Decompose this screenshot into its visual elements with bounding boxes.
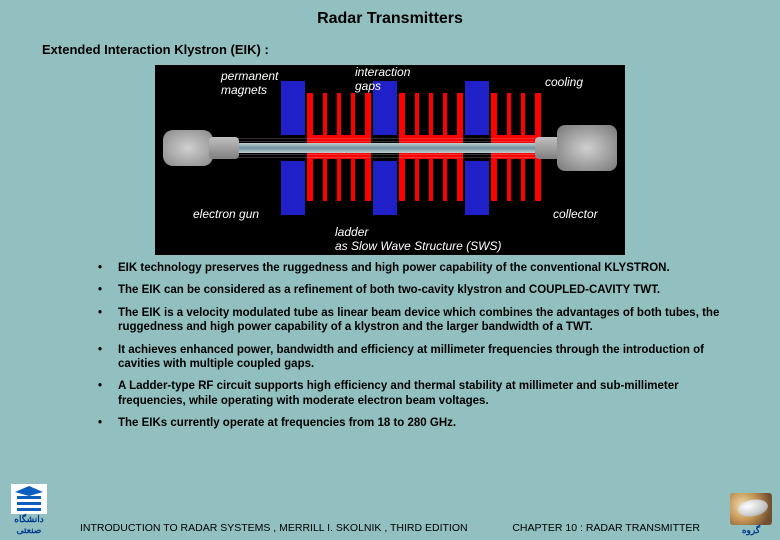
eik-figure: permanentmagnets interactiongaps cooling… bbox=[155, 65, 625, 255]
ladder-slot bbox=[497, 159, 507, 201]
fig-label-collector: collector bbox=[553, 207, 598, 221]
footer-right: CHAPTER 10 : RADAR TRANSMITTER bbox=[512, 522, 700, 534]
electron-gun bbox=[163, 130, 213, 166]
section-subtitle: Extended Interaction Klystron (EIK) : bbox=[42, 42, 780, 57]
magnet-block bbox=[281, 161, 305, 215]
ladder-slot bbox=[313, 93, 323, 135]
fig-label-gaps: interactiongaps bbox=[355, 65, 410, 93]
beam-striation bbox=[185, 138, 595, 139]
group-text: گروه bbox=[728, 525, 774, 536]
collector bbox=[557, 125, 617, 171]
ladder-slot bbox=[447, 93, 457, 135]
ladder-slot bbox=[327, 93, 337, 135]
ladder-slot bbox=[511, 159, 521, 201]
fig-label-ladder: ladderas Slow Wave Structure (SWS) bbox=[335, 225, 502, 253]
ladder-slot bbox=[433, 93, 443, 135]
bullet-item: The EIKs currently operate at frequencie… bbox=[98, 416, 740, 430]
electron-gun-neck bbox=[209, 137, 239, 159]
ladder-slot bbox=[341, 159, 351, 201]
ladder-slot bbox=[355, 159, 365, 201]
fig-label-cooling: cooling bbox=[545, 75, 583, 89]
radar-dish-image: گروه bbox=[728, 493, 774, 536]
bullet-list: EIK technology preserves the ruggedness … bbox=[98, 261, 740, 430]
bullet-item: The EIK can be considered as a refinemen… bbox=[98, 283, 740, 297]
beam-striation bbox=[185, 157, 595, 158]
university-logo-text: دانشگاه صنعتی bbox=[6, 514, 52, 536]
bullet-item: A Ladder-type RF circuit supports high e… bbox=[98, 379, 740, 408]
ladder-slot bbox=[419, 159, 429, 201]
electron-beam bbox=[185, 143, 595, 153]
ladder-slot bbox=[419, 93, 429, 135]
bullet-item: It achieves enhanced power, bandwidth an… bbox=[98, 343, 740, 372]
beam-striation bbox=[185, 154, 595, 155]
magnet-block bbox=[465, 161, 489, 215]
magnet-block bbox=[465, 81, 489, 135]
beam-striation bbox=[185, 141, 595, 142]
university-logo: دانشگاه صنعتی bbox=[6, 484, 52, 536]
fig-label-gun: electron gun bbox=[193, 207, 259, 221]
ladder-slot bbox=[433, 159, 443, 201]
ladder-slot bbox=[313, 159, 323, 201]
bullet-item: The EIK is a velocity modulated tube as … bbox=[98, 306, 740, 335]
magnet-block bbox=[281, 81, 305, 135]
ladder-slot bbox=[355, 93, 365, 135]
footer: INTRODUCTION TO RADAR SYSTEMS , MERRILL … bbox=[80, 522, 700, 534]
ladder-slot bbox=[525, 159, 535, 201]
ladder-slot bbox=[511, 93, 521, 135]
footer-left: INTRODUCTION TO RADAR SYSTEMS , MERRILL … bbox=[80, 522, 468, 534]
page-title: Radar Transmitters bbox=[0, 0, 780, 28]
bullet-item: EIK technology preserves the ruggedness … bbox=[98, 261, 740, 275]
ladder-slot bbox=[525, 93, 535, 135]
ladder-slot bbox=[327, 159, 337, 201]
magnet-block bbox=[373, 161, 397, 215]
ladder-slot bbox=[405, 159, 415, 201]
ladder-slot bbox=[405, 93, 415, 135]
fig-label-magnets: permanentmagnets bbox=[221, 69, 278, 97]
ladder-slot bbox=[497, 93, 507, 135]
ladder-slot bbox=[447, 159, 457, 201]
ladder-slot bbox=[341, 93, 351, 135]
